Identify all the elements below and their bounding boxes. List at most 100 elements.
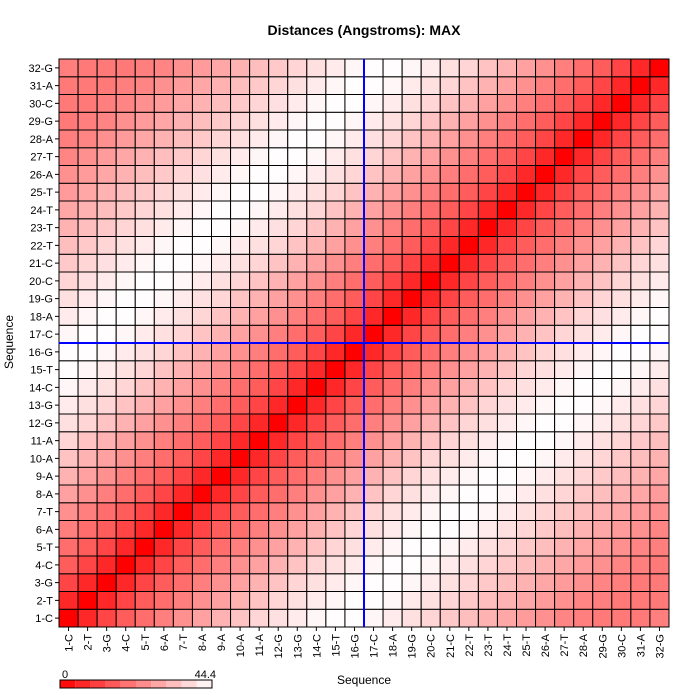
heatmap-cell-6-A-32-G bbox=[649, 520, 670, 539]
heatmap-cell-17-C-6-A bbox=[153, 324, 174, 344]
heatmap-cell-26-A-32-G bbox=[649, 165, 670, 184]
heatmap-cell-3-G-14-C bbox=[306, 573, 327, 592]
heatmap-cell-5-T-31-A bbox=[630, 537, 651, 557]
heatmap-cell-27-T-11-A bbox=[249, 147, 270, 166]
heatmap-cell-23-T-5-T bbox=[134, 218, 155, 237]
heatmap-cell-15-T-24-T bbox=[496, 360, 518, 379]
heatmap-cell-9-A-8-A bbox=[191, 466, 213, 486]
heatmap-cell-4-C-12-G bbox=[268, 555, 289, 575]
heatmap-cell-24-T-30-C bbox=[611, 200, 632, 220]
heatmap-cell-32-G-32-G bbox=[649, 58, 670, 78]
colorbar-swatch bbox=[105, 680, 121, 688]
heatmap-cell-21-C-28-A bbox=[573, 253, 594, 273]
heatmap-cell-7-T-21-C bbox=[439, 502, 460, 521]
colorbar-swatch bbox=[196, 680, 212, 688]
y-tick-label: 21-C bbox=[29, 258, 53, 270]
heatmap-cell-5-T-22-T bbox=[458, 537, 479, 557]
heatmap-cell-14-C-11-A bbox=[249, 378, 270, 397]
heatmap-cell-6-A-3-G bbox=[96, 520, 117, 539]
heatmap-cell-4-C-3-G bbox=[96, 555, 117, 575]
heatmap-cell-12-G-20-C bbox=[420, 413, 441, 433]
heatmap-cell-26-A-1-C bbox=[58, 165, 79, 184]
heatmap-cell-26-A-19-G bbox=[401, 165, 422, 184]
heatmap-cell-17-C-1-C bbox=[58, 324, 79, 344]
y-tick-label: 11-A bbox=[31, 436, 54, 448]
heatmap-cell-10-A-27-T bbox=[554, 449, 575, 468]
heatmap-cell-27-T-27-T bbox=[554, 147, 575, 166]
heatmap-cell-20-C-11-A bbox=[249, 271, 270, 291]
heatmap-cell-2-T-1-C bbox=[58, 591, 79, 610]
heatmap-cell-8-A-26-A bbox=[535, 484, 556, 504]
heatmap-cell-31-A-9-A bbox=[211, 76, 232, 95]
heatmap-cell-15-T-6-A bbox=[153, 360, 174, 379]
heatmap-cell-23-T-1-C bbox=[58, 218, 79, 237]
heatmap-cell-6-A-11-A bbox=[249, 520, 270, 539]
heatmap-cell-18-A-5-T bbox=[134, 307, 155, 326]
heatmap-cell-12-G-12-G bbox=[268, 413, 289, 433]
heatmap-cell-10-A-9-A bbox=[211, 449, 232, 468]
heatmap-cell-31-A-30-C bbox=[611, 76, 632, 95]
heatmap-cell-24-T-15-T bbox=[325, 200, 346, 220]
heatmap-cell-19-G-27-T bbox=[554, 289, 575, 308]
heatmap-cell-12-G-23-T bbox=[477, 413, 498, 433]
heatmap-cell-21-C-9-A bbox=[211, 253, 232, 273]
heatmap-cell-19-G-10-A bbox=[230, 289, 251, 308]
heatmap-cell-6-A-28-A bbox=[573, 520, 594, 539]
heatmap-cell-8-A-19-G bbox=[401, 484, 422, 504]
heatmap-cell-14-C-6-A bbox=[153, 378, 174, 397]
x-tick-label: 29-G bbox=[597, 634, 609, 658]
heatmap-cell-24-T-31-A bbox=[630, 200, 651, 220]
heatmap-cell-18-A-21-C bbox=[439, 307, 460, 326]
heatmap-cell-29-G-18-A bbox=[382, 111, 403, 131]
heatmap-cell-29-G-19-G bbox=[401, 111, 422, 131]
heatmap-cell-7-T-22-T bbox=[458, 502, 479, 521]
heatmap-cell-15-T-12-G bbox=[268, 360, 289, 379]
heatmap-cell-30-C-14-C bbox=[306, 94, 327, 113]
heatmap-cell-12-G-14-C bbox=[306, 413, 327, 433]
heatmap-cell-3-G-26-A bbox=[535, 573, 556, 592]
heatmap-cell-11-A-8-A bbox=[191, 431, 213, 450]
heatmap-cell-14-C-1-C bbox=[58, 378, 79, 397]
heatmap-cell-24-T-26-A bbox=[535, 200, 556, 220]
heatmap-cell-30-C-6-A bbox=[153, 94, 174, 113]
heatmap-cell-27-T-6-A bbox=[153, 147, 174, 166]
heatmap-cell-20-C-25-T bbox=[516, 271, 537, 291]
heatmap-cell-25-T-17-C bbox=[363, 182, 384, 202]
heatmap-cell-24-T-27-T bbox=[554, 200, 575, 220]
heatmap-cell-13-G-9-A bbox=[211, 395, 232, 415]
heatmap-cell-3-G-1-C bbox=[58, 573, 79, 592]
heatmap-cell-27-T-12-G bbox=[268, 147, 289, 166]
heatmap-cell-18-A-12-G bbox=[268, 307, 289, 326]
x-tick-label: 5-T bbox=[140, 634, 152, 651]
x-tick-label: 2-T bbox=[83, 634, 95, 651]
heatmap-cell-13-G-2-T bbox=[77, 395, 98, 415]
heatmap-cell-2-T-3-G bbox=[96, 591, 117, 610]
heatmap-cell-3-G-32-G bbox=[649, 573, 670, 592]
heatmap-cell-15-T-8-A bbox=[191, 360, 213, 379]
heatmap-cell-24-T-13-G bbox=[287, 200, 308, 220]
heatmap-cell-29-G-2-T bbox=[77, 111, 98, 131]
heatmap-cell-32-G-5-T bbox=[134, 58, 155, 78]
heatmap-cell-15-T-22-T bbox=[458, 360, 479, 379]
heatmap-cell-1-C-14-C bbox=[306, 608, 327, 628]
heatmap-cell-15-T-19-G bbox=[401, 360, 422, 379]
heatmap-cell-14-C-27-T bbox=[554, 378, 575, 397]
heatmap-cell-20-C-24-T bbox=[496, 271, 518, 291]
heatmap-cell-5-T-21-C bbox=[439, 537, 460, 557]
heatmap-cell-2-T-16-G bbox=[344, 591, 365, 610]
heatmap-cell-19-G-20-C bbox=[420, 289, 441, 308]
x-tick-label: 22-T bbox=[464, 634, 476, 657]
heatmap-cell-26-A-5-T bbox=[134, 165, 155, 184]
heatmap-cell-29-G-28-A bbox=[573, 111, 594, 131]
heatmap-cell-2-T-20-C bbox=[420, 591, 441, 610]
heatmap-cell-8-A-22-T bbox=[458, 484, 479, 504]
x-tick-label: 11-A bbox=[254, 633, 266, 656]
heatmap-cell-9-A-32-G bbox=[649, 466, 670, 486]
heatmap-cell-29-G-6-A bbox=[153, 111, 174, 131]
heatmap-cell-8-A-25-T bbox=[516, 484, 537, 504]
heatmap-cell-19-G-32-G bbox=[649, 289, 670, 308]
y-tick-label: 4-C bbox=[35, 560, 53, 572]
heatmap-cell-20-C-26-A bbox=[535, 271, 556, 291]
heatmap-cell-17-C-20-C bbox=[420, 324, 441, 344]
heatmap-cell-29-G-27-T bbox=[554, 111, 575, 131]
